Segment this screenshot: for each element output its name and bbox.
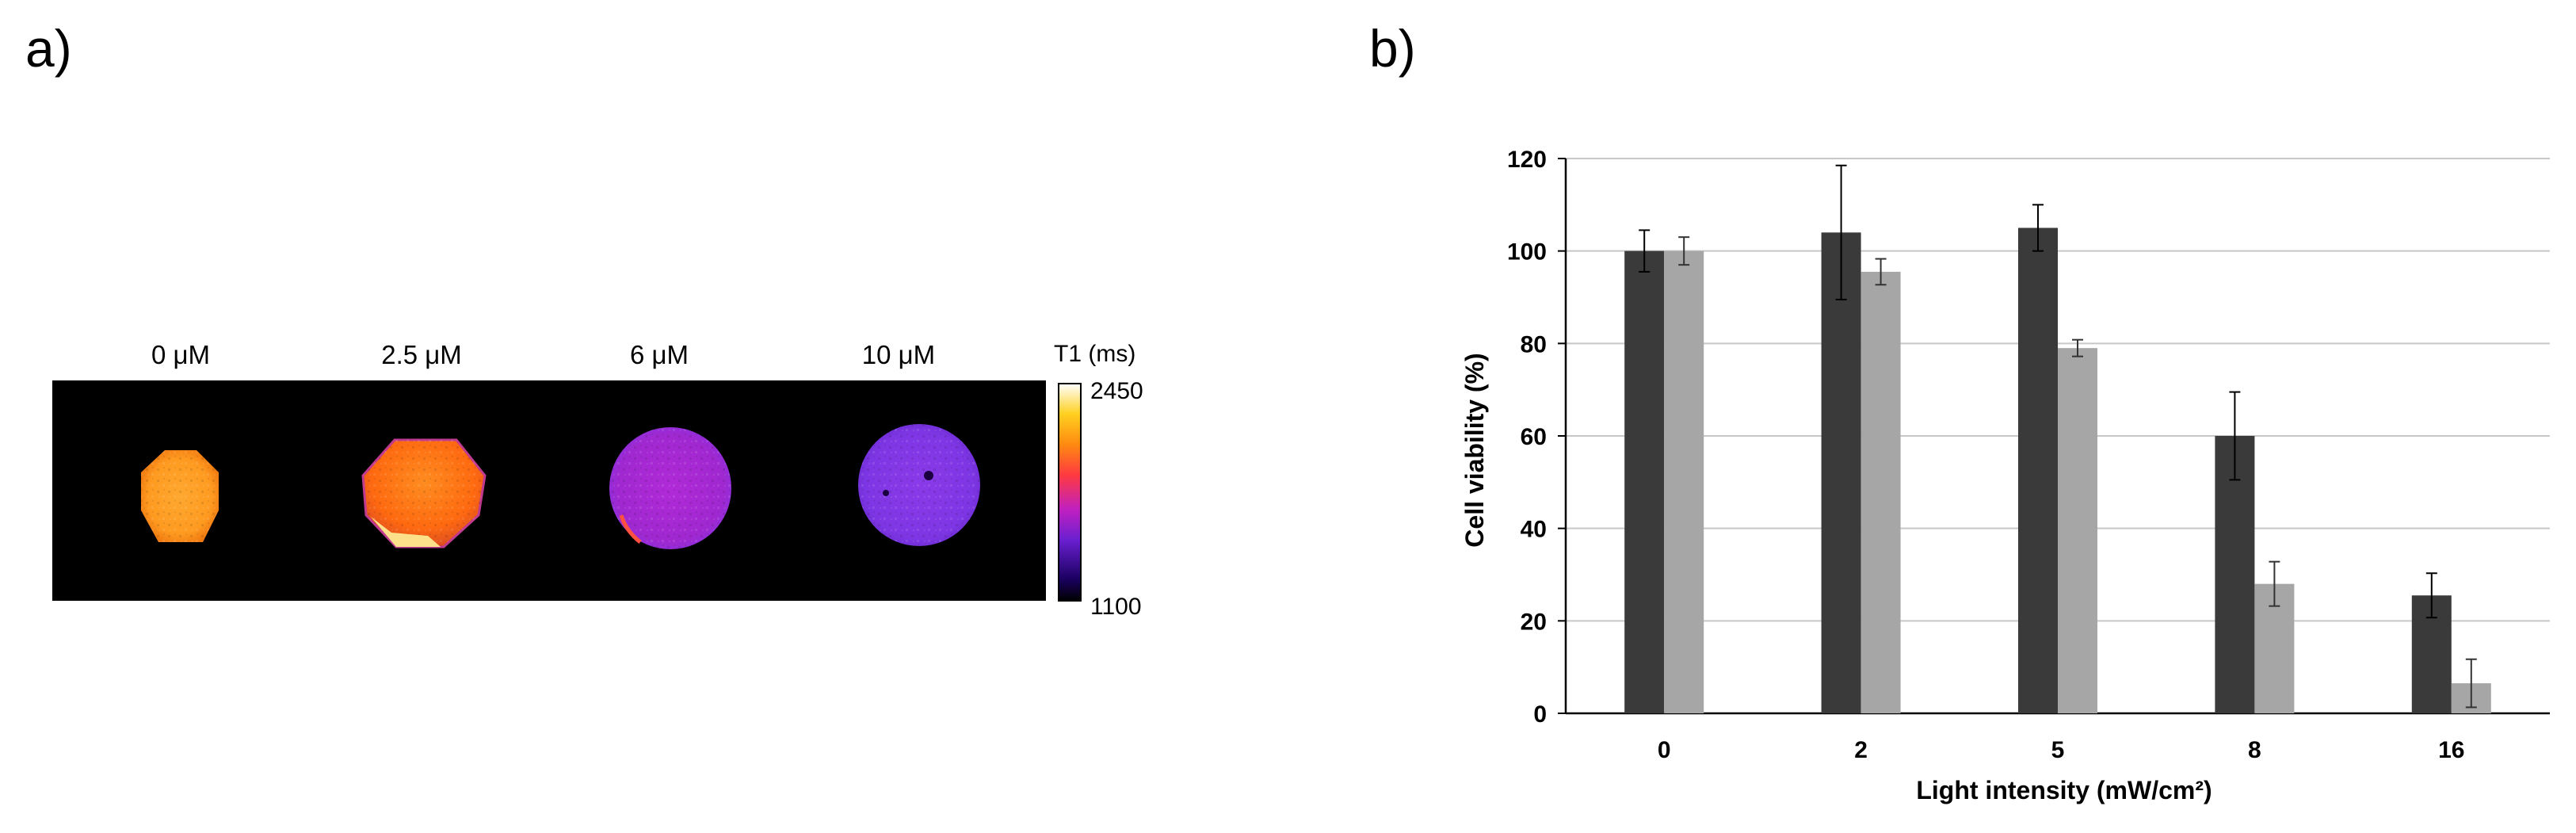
phantom-6uM [609, 427, 731, 549]
y-tick-label: 120 [1507, 147, 1547, 173]
x-axis-title: Light intensity (mW/cm²) [1916, 776, 2212, 804]
phantom-0uM [141, 450, 219, 542]
x-tick-label: 2 [1854, 737, 1868, 763]
bar-2 [1664, 250, 1704, 714]
y-tick-label: 20 [1521, 609, 1547, 635]
y-tick-label: 0 [1533, 701, 1547, 728]
y-tick-label: 100 [1507, 239, 1547, 266]
y-tick-label: 60 [1521, 424, 1547, 450]
viability-bar-chart: 0 20 40 60 80 100 120 0 2 5 8 16 [1507, 147, 2550, 763]
panel-a-label: a) [25, 19, 72, 78]
phantom-10uM [858, 424, 980, 546]
bar-1 [2018, 227, 2058, 713]
y-tick-label: 40 [1521, 517, 1547, 543]
concentration-label-0: 0 μM [151, 340, 210, 369]
bar-1 [2215, 436, 2255, 713]
colorbar [1058, 383, 1082, 602]
phantom-2-5uM [361, 438, 487, 548]
concentration-label-2: 6 μM [630, 340, 689, 369]
x-tick-label: 16 [2438, 737, 2464, 763]
concentration-label-1: 2.5 μM [381, 340, 462, 369]
x-tick-label: 0 [1658, 737, 1671, 763]
bar-2 [2058, 348, 2097, 713]
colorbar-max-label: 2450 [1090, 378, 1143, 404]
bar-1 [1821, 232, 1861, 713]
colorbar-title: T1 (ms) [1054, 341, 1135, 367]
panel-b-label: b) [1369, 19, 1416, 78]
concentration-label-3: 10 μM [862, 340, 935, 369]
y-tick-label: 80 [1521, 331, 1547, 357]
bar-2 [1860, 271, 1901, 714]
x-tick-label: 8 [2248, 737, 2261, 763]
bar-1 [1624, 250, 1665, 714]
y-axis-title: Cell viability (%) [1460, 353, 1489, 547]
colorbar-min-label: 1100 [1090, 594, 1142, 620]
x-tick-label: 5 [2051, 737, 2065, 763]
